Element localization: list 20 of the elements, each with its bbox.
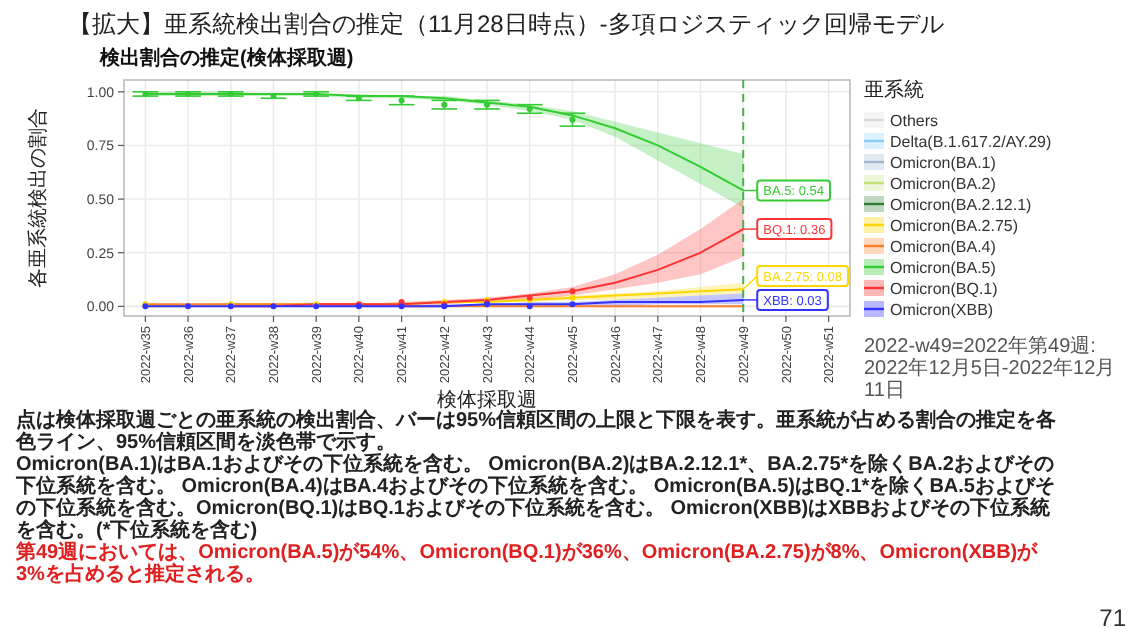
x-axis-title: 検体採取週 <box>437 388 537 412</box>
legend-label: Omicron(BA.2) <box>890 175 997 193</box>
chart-subtitle: 検出割合の推定(検体採取週) <box>98 46 354 70</box>
text: 2022-w49=2022年第49週: 2022年12月5日-2022年12月11日 <box>864 336 1118 402</box>
text: 71 <box>1099 604 1126 632</box>
legend-label: Delta(B.1.617.2/AY.29) <box>890 133 1052 151</box>
legend-label: Omicron(XBB) <box>890 301 994 319</box>
legend-label: Omicron(BA.4) <box>890 238 997 256</box>
legend-label: Omicron(BA.1) <box>890 154 997 172</box>
legend-title: 亜系統 <box>864 78 924 102</box>
chart-title: 【拡大】亜系統検出割合の推定（11月28日時点）-多項ロジスティック回帰モデル <box>68 10 944 38</box>
legend-label: Omicron(BA.5) <box>890 259 997 277</box>
y-axis-title: 各亜系統検出の割合 <box>26 108 50 288</box>
text: Omicron(BA.1)はBA.1およびその下位系統を含む。 Omicron(BA.2)はBA.2.12.1*、BA.2.75*を除くBA.2およびその下位系統を含む。 Omicron(BA.4)はBA.4およびその下位系統を含む。 Omicron(BA.5)はBQ.1*を除くBA.5およびその下位系統を含む。Omicron(BQ.1)はBQ.1およびその下位系統を含む。 Omicron(XBB)はXBBおよびその下位系統を含む。(*下位系統を含む) <box>16 454 1056 542</box>
text: 第49週においては、Omicron(BA.5)が54%、Omicron(BQ.1)が36%、Omicron(BA.2.75)が8%、Omicron(XBB)が3%を占めると推定される。 <box>16 542 1040 586</box>
legend-label: Others <box>890 112 939 130</box>
text: 点は検体採取週ごとの亜系統の検出割合、バーは95%信頼区間の上限と下限を表す。亜系統が占める割合の推定を各色ライン、95%信頼区間を淡色帯で示す。 <box>16 410 1057 454</box>
legend-label: Omicron(BQ.1) <box>890 280 999 298</box>
legend-label: Omicron(BA.2.12.1) <box>890 196 1033 214</box>
legend-label: Omicron(BA.2.75) <box>890 217 1019 235</box>
